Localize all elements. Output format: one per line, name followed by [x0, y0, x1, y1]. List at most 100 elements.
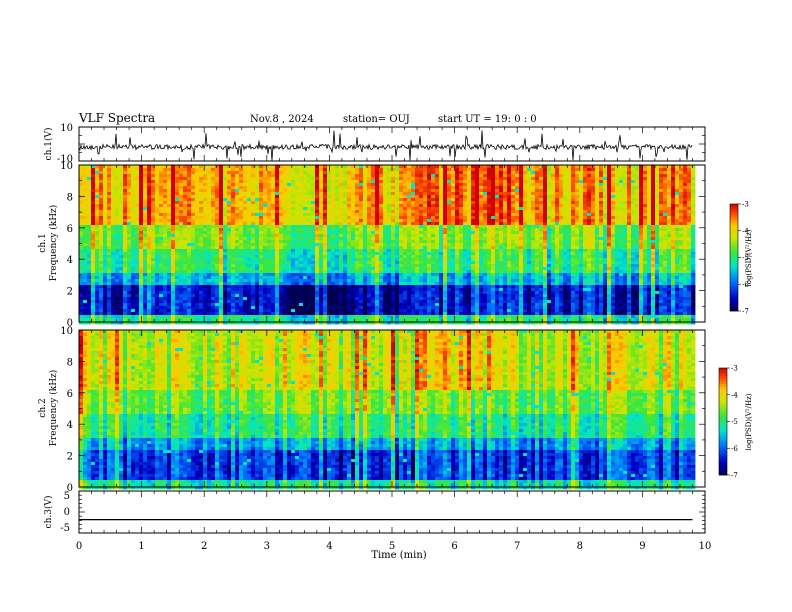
spectrogram-cell: [411, 237, 415, 240]
spectrogram-cell: [195, 249, 199, 252]
spectrogram-cell: [199, 180, 203, 183]
spectrogram-cell: [131, 237, 135, 240]
spectrogram-cell: [95, 240, 99, 243]
spectrogram-cell: [683, 168, 687, 171]
spectrogram-cell: [395, 189, 399, 192]
spectrogram-cell: [175, 243, 179, 246]
spectrogram-cell: [447, 210, 451, 213]
spectrogram-cell: [223, 207, 227, 210]
spectrogram-cell: [427, 210, 431, 213]
spectrogram-cell: [151, 213, 155, 216]
spectrogram-cell: [99, 174, 103, 177]
spectrogram-cell: [243, 195, 247, 198]
spectrogram-cell: [451, 186, 455, 189]
spectrogram-cell: [299, 192, 303, 195]
spectrogram-cell: [231, 240, 235, 243]
spectrogram-cell: [671, 165, 675, 168]
spectrogram-cell: [507, 231, 511, 234]
spectrogram-cell: [295, 192, 299, 195]
spectrogram-cell: [615, 225, 619, 228]
spectrogram-cell: [267, 210, 271, 213]
spectrogram-cell: [555, 186, 559, 189]
spectrogram-cell: [411, 210, 415, 213]
spectrogram-cell: [259, 183, 263, 186]
spectrogram-cell: [567, 186, 571, 189]
spectrogram-cell: [211, 186, 215, 189]
spectrogram-cell: [379, 210, 383, 213]
spectrogram-cell: [591, 195, 595, 198]
spectrogram-cell: [691, 252, 695, 255]
spectrogram-cell: [391, 237, 395, 240]
spectrogram-cell: [119, 210, 123, 213]
spectrogram-cell: [83, 234, 87, 237]
spectrogram-cell: [127, 198, 131, 201]
spectrogram-cell: [503, 195, 507, 198]
spectrogram-cell: [487, 174, 491, 177]
spectrogram-cell: [679, 228, 683, 231]
spectrogram-cell: [243, 210, 247, 213]
spectrogram-cell: [223, 216, 227, 219]
spectrogram-cell: [527, 216, 531, 219]
spectrogram-cell: [547, 225, 551, 228]
spectrogram-cell: [83, 198, 87, 201]
spectrogram-cell: [359, 204, 363, 207]
spectrogram-cell: [491, 189, 495, 192]
spectrogram-cell: [447, 198, 451, 201]
spectrogram-cell: [499, 219, 503, 222]
spectrogram-cell: [239, 189, 243, 192]
spectrogram-cell: [611, 201, 615, 204]
spectrogram-cell: [135, 171, 139, 174]
spectrogram-cell: [295, 168, 299, 171]
spectrogram-cell: [159, 255, 163, 258]
spectrogram-cell: [239, 249, 243, 252]
spectrogram-cell: [351, 210, 355, 213]
spectrogram-cell: [331, 198, 335, 201]
spectrogram-cell: [99, 255, 103, 258]
spectrogram-cell: [607, 189, 611, 192]
spectrogram-cell: [407, 246, 411, 249]
spectrogram-cell: [207, 207, 211, 210]
spectrogram-cell: [523, 249, 527, 252]
spectrogram-cell: [147, 189, 151, 192]
spectrogram-cell: [367, 177, 371, 180]
spectrogram-cell: [187, 222, 191, 225]
panel-spectrogram-ch1: 0246810 ch.1 Frequency (kHz) -3-4-5-6-7 …: [38, 161, 753, 329]
spectrogram-cell: [419, 195, 423, 198]
spectrogram-cell: [267, 198, 271, 201]
spectrogram-cell: [467, 207, 471, 210]
spectrogram-cell: [535, 180, 539, 183]
spectrogram-cell: [387, 168, 391, 171]
spectrogram-cell: [191, 225, 195, 228]
spectrogram-cell: [411, 183, 415, 186]
spectrogram-cell: [659, 177, 663, 180]
spectrogram-cell: [119, 258, 123, 261]
spectrogram-cell: [167, 213, 171, 216]
spectrogram-cell: [251, 201, 255, 204]
spectrogram-cell: [543, 231, 547, 234]
spectrogram-cell: [535, 231, 539, 234]
spectrogram-cell: [343, 243, 347, 246]
spectrogram-cell: [203, 228, 207, 231]
spectrogram-cell: [415, 219, 419, 222]
spectrogram-cell: [343, 231, 347, 234]
spectrogram-cell: [551, 252, 555, 255]
spectrogram-cell: [527, 189, 531, 192]
spectrogram-cell: [675, 192, 679, 195]
spectrogram-cell: [567, 240, 571, 243]
spectrogram-cell: [219, 189, 223, 192]
spectrogram-cell: [155, 201, 159, 204]
spectrogram-cell: [371, 246, 375, 249]
spectrogram-cell: [431, 216, 435, 219]
spectrogram-cell: [503, 219, 507, 222]
spectrogram-cell: [555, 177, 559, 180]
spectrogram-cell: [91, 168, 95, 171]
spectrogram-cell: [159, 204, 163, 207]
spectrogram-cell: [459, 192, 463, 195]
spectrogram-cell: [167, 192, 171, 195]
spectrogram-cell: [559, 255, 563, 258]
spectrogram-cell: [175, 228, 179, 231]
spectrogram-cell: [211, 195, 215, 198]
spectrogram-cell: [527, 213, 531, 216]
spectrogram-cell: [271, 258, 275, 261]
spectrogram-cell: [191, 183, 195, 186]
